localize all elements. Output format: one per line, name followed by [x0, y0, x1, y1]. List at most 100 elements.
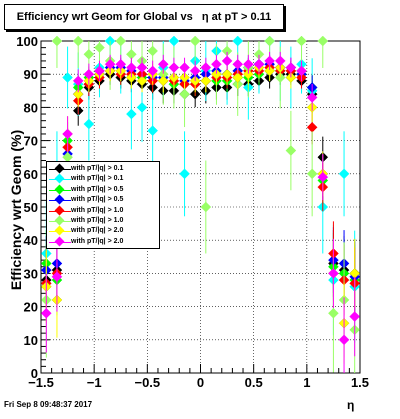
legend-entry: with pT/|q| > 2.0 — [47, 225, 159, 236]
data-point — [242, 68, 254, 80]
data-point — [264, 65, 275, 77]
data-point — [211, 58, 222, 70]
y-tick-label: 60 — [24, 167, 38, 182]
data-point — [115, 58, 127, 70]
data-point — [317, 171, 329, 183]
x-tick-label: 1.5 — [351, 375, 369, 390]
y-tick-label: 100 — [16, 34, 38, 49]
data-point — [72, 75, 84, 87]
legend-entry: with pT/|q| > 0.5 — [47, 194, 159, 205]
data-point — [157, 75, 169, 87]
data-point — [83, 48, 95, 60]
legend-marker — [54, 163, 65, 174]
data-point — [189, 35, 201, 47]
data-point — [317, 35, 329, 47]
data-point — [306, 92, 318, 103]
data-point — [126, 108, 137, 120]
legend-label: with pT/|q| > 2.0 — [71, 227, 124, 235]
legend-entry: with pT/|q| > 0.5 — [47, 184, 159, 195]
legend-entry: with pT/|q| > 0.1 — [47, 163, 159, 174]
data-point — [296, 35, 307, 47]
legend-entry: with pT/|q| > 0.1 — [47, 173, 159, 184]
data-point — [94, 65, 105, 77]
y-axis-label: Efficiency wrt Geom (%) — [8, 129, 24, 291]
data-point — [179, 72, 190, 83]
data-point — [157, 58, 169, 70]
timestamp: Fri Sep 8 09:48:37 2017 — [4, 400, 93, 409]
y-tick-label: 40 — [24, 233, 38, 248]
data-point — [62, 72, 73, 83]
y-tick-label: 50 — [24, 200, 38, 215]
chart-title-box: Efficiency wrt Geom for Global vs η at p… — [4, 4, 284, 30]
y-tick-label: 70 — [24, 134, 38, 149]
data-point — [168, 35, 180, 47]
legend-marker — [54, 205, 65, 216]
data-point — [274, 72, 286, 83]
data-point — [126, 62, 137, 73]
legend-entry: with pT/|q| > 1.0 — [47, 205, 159, 216]
data-point — [264, 35, 275, 47]
data-point — [274, 55, 286, 67]
data-point — [232, 72, 244, 83]
data-point — [72, 35, 84, 47]
data-point — [328, 268, 339, 279]
data-point — [232, 35, 244, 47]
data-point — [285, 72, 297, 83]
data-point — [285, 145, 297, 156]
x-tick-label: −0.5 — [134, 375, 160, 390]
legend-marker — [54, 184, 65, 195]
legend-label: with pT/|q| > 1.0 — [71, 216, 124, 224]
data-point — [200, 201, 212, 213]
data-point — [136, 102, 148, 113]
legend-marker — [54, 215, 65, 226]
legend-label: with pT/|q| > 0.1 — [71, 175, 124, 183]
data-point — [168, 72, 180, 83]
data-point — [51, 271, 63, 283]
data-point — [104, 58, 116, 70]
legend-label: with pT/|q| > 0.5 — [71, 185, 124, 193]
data-point — [168, 62, 180, 73]
x-tick-label: 0.5 — [245, 375, 263, 390]
data-point — [40, 307, 52, 319]
data-point — [83, 68, 95, 80]
data-point — [296, 65, 307, 77]
legend-label: with pT/|q| > 0.1 — [71, 165, 124, 172]
chart-title: Efficiency wrt Geom for Global vs η at p… — [16, 11, 272, 23]
data-point — [136, 62, 148, 73]
legend-label: with pT/|q| > 0.5 — [71, 196, 124, 204]
data-point — [200, 62, 212, 73]
data-point — [306, 168, 318, 180]
legend-marker — [54, 236, 65, 247]
data-point — [253, 58, 265, 70]
data-point — [94, 42, 105, 53]
data-point — [115, 35, 127, 47]
data-point — [62, 128, 73, 140]
x-tick-label: 0 — [197, 375, 204, 390]
x-tick-label: −1.5 — [28, 375, 54, 390]
legend-label: with pT/|q| > 2.0 — [71, 237, 124, 245]
data-point — [211, 68, 222, 80]
data-point — [51, 35, 63, 47]
data-point — [136, 75, 148, 87]
data-point — [328, 307, 339, 319]
data-point — [147, 65, 159, 77]
x-tick-label: 1 — [303, 375, 310, 390]
legend-marker — [54, 194, 65, 205]
data-point — [338, 334, 350, 346]
legend-entry: with pT/|q| > 1.0 — [47, 215, 159, 226]
x-axis-label: η — [347, 398, 355, 412]
y-tick-label: 10 — [24, 333, 38, 348]
data-point — [221, 55, 233, 67]
legend: with pT/|q| > 0.1 with pT/|q| > 0.1 with p… — [46, 161, 160, 249]
data-point — [126, 72, 137, 83]
data-point — [179, 62, 190, 73]
data-point — [179, 88, 190, 100]
data-point — [349, 311, 361, 322]
data-point — [83, 118, 95, 130]
data-point — [221, 68, 233, 80]
data-point — [232, 58, 244, 70]
y-tick-label: 90 — [24, 67, 38, 82]
data-point — [338, 168, 350, 180]
y-tick-label: 20 — [24, 300, 38, 315]
